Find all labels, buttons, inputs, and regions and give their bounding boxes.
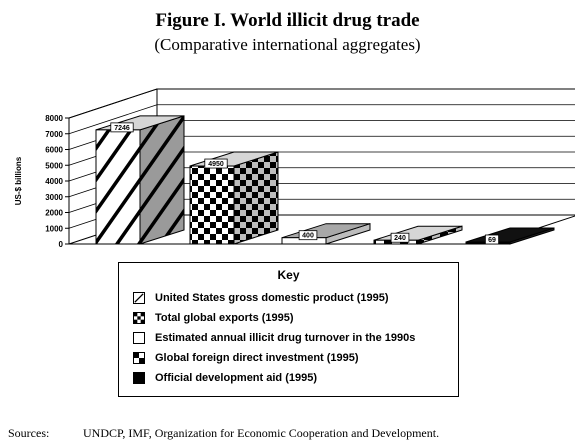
bar	[281, 223, 371, 245]
y-tick-label: 3000	[45, 193, 63, 202]
y-axis-label: US-$ billions	[14, 156, 23, 205]
black-swatch	[133, 372, 145, 384]
legend-item: Global foreign direct investment (1995)	[133, 351, 359, 365]
bar	[95, 115, 185, 245]
y-tick-label: 4000	[45, 177, 63, 186]
figure-subtitle: (Comparative international aggregates)	[154, 35, 421, 54]
data-label: 69	[488, 237, 496, 244]
quad-checker-swatch	[133, 352, 145, 364]
bar-top	[465, 227, 555, 243]
legend-label: Total global exports (1995)	[155, 312, 294, 324]
sources-label: Sources:	[8, 426, 50, 440]
bar-chart: 0 1000 2000 3000 4000 5000 6000 7000 8000 US-$ bi…	[14, 88, 575, 249]
bar-side	[139, 115, 185, 245]
white-swatch	[133, 332, 145, 344]
data-label-box	[204, 158, 228, 169]
figure-title: Figure I. World illicit drug trade	[155, 10, 420, 31]
bar-front	[95, 129, 141, 245]
data-label: 4950	[208, 161, 224, 168]
y-tick-label: 8000	[45, 114, 63, 123]
sources-text: UNDCP, IMF, Organization for Economic Co…	[83, 426, 440, 440]
legend-item: Estimated annual illicit drug turnover i…	[133, 331, 415, 345]
data-label-box	[390, 232, 410, 243]
legend-label: Global foreign direct investment (1995)	[155, 352, 359, 364]
diagonal-hatch-swatch	[133, 292, 145, 304]
bar-front	[189, 165, 235, 245]
gridline-side	[68, 88, 158, 119]
bar	[373, 225, 463, 245]
checkerboard-swatch	[133, 312, 145, 324]
bar	[189, 151, 279, 245]
bar	[465, 227, 555, 245]
legend-title: Key	[277, 268, 300, 282]
legend-item: United States gross domestic product (19…	[133, 291, 389, 305]
data-label-box	[298, 230, 318, 241]
legend-label: Official development aid (1995)	[155, 372, 317, 384]
y-tick-label: 5000	[45, 161, 63, 170]
gridline-side	[68, 104, 158, 135]
y-tick-label: 1000	[45, 224, 63, 233]
y-tick-label: 0	[59, 240, 64, 249]
legend-label: Estimated annual illicit drug turnover i…	[155, 332, 416, 344]
legend-item: Total global exports (1995)	[133, 311, 294, 325]
data-label: 240	[394, 235, 406, 242]
legend-item: Official development aid (1995)	[133, 371, 317, 385]
data-label-box	[110, 122, 134, 133]
sources-note: Sources: UNDCP, IMF, Organization for Eco…	[8, 426, 439, 441]
y-tick-label: 6000	[45, 146, 63, 155]
data-label: 400	[302, 233, 314, 240]
y-tick-label: 2000	[45, 209, 63, 218]
y-tick-label: 7000	[45, 130, 63, 139]
data-label-box	[484, 234, 499, 245]
chart-legend: Key United States gross domestic product…	[118, 262, 459, 397]
data-label: 7246	[114, 125, 130, 132]
bar-side	[233, 151, 279, 245]
legend-label: United States gross domestic product (19…	[155, 292, 389, 304]
